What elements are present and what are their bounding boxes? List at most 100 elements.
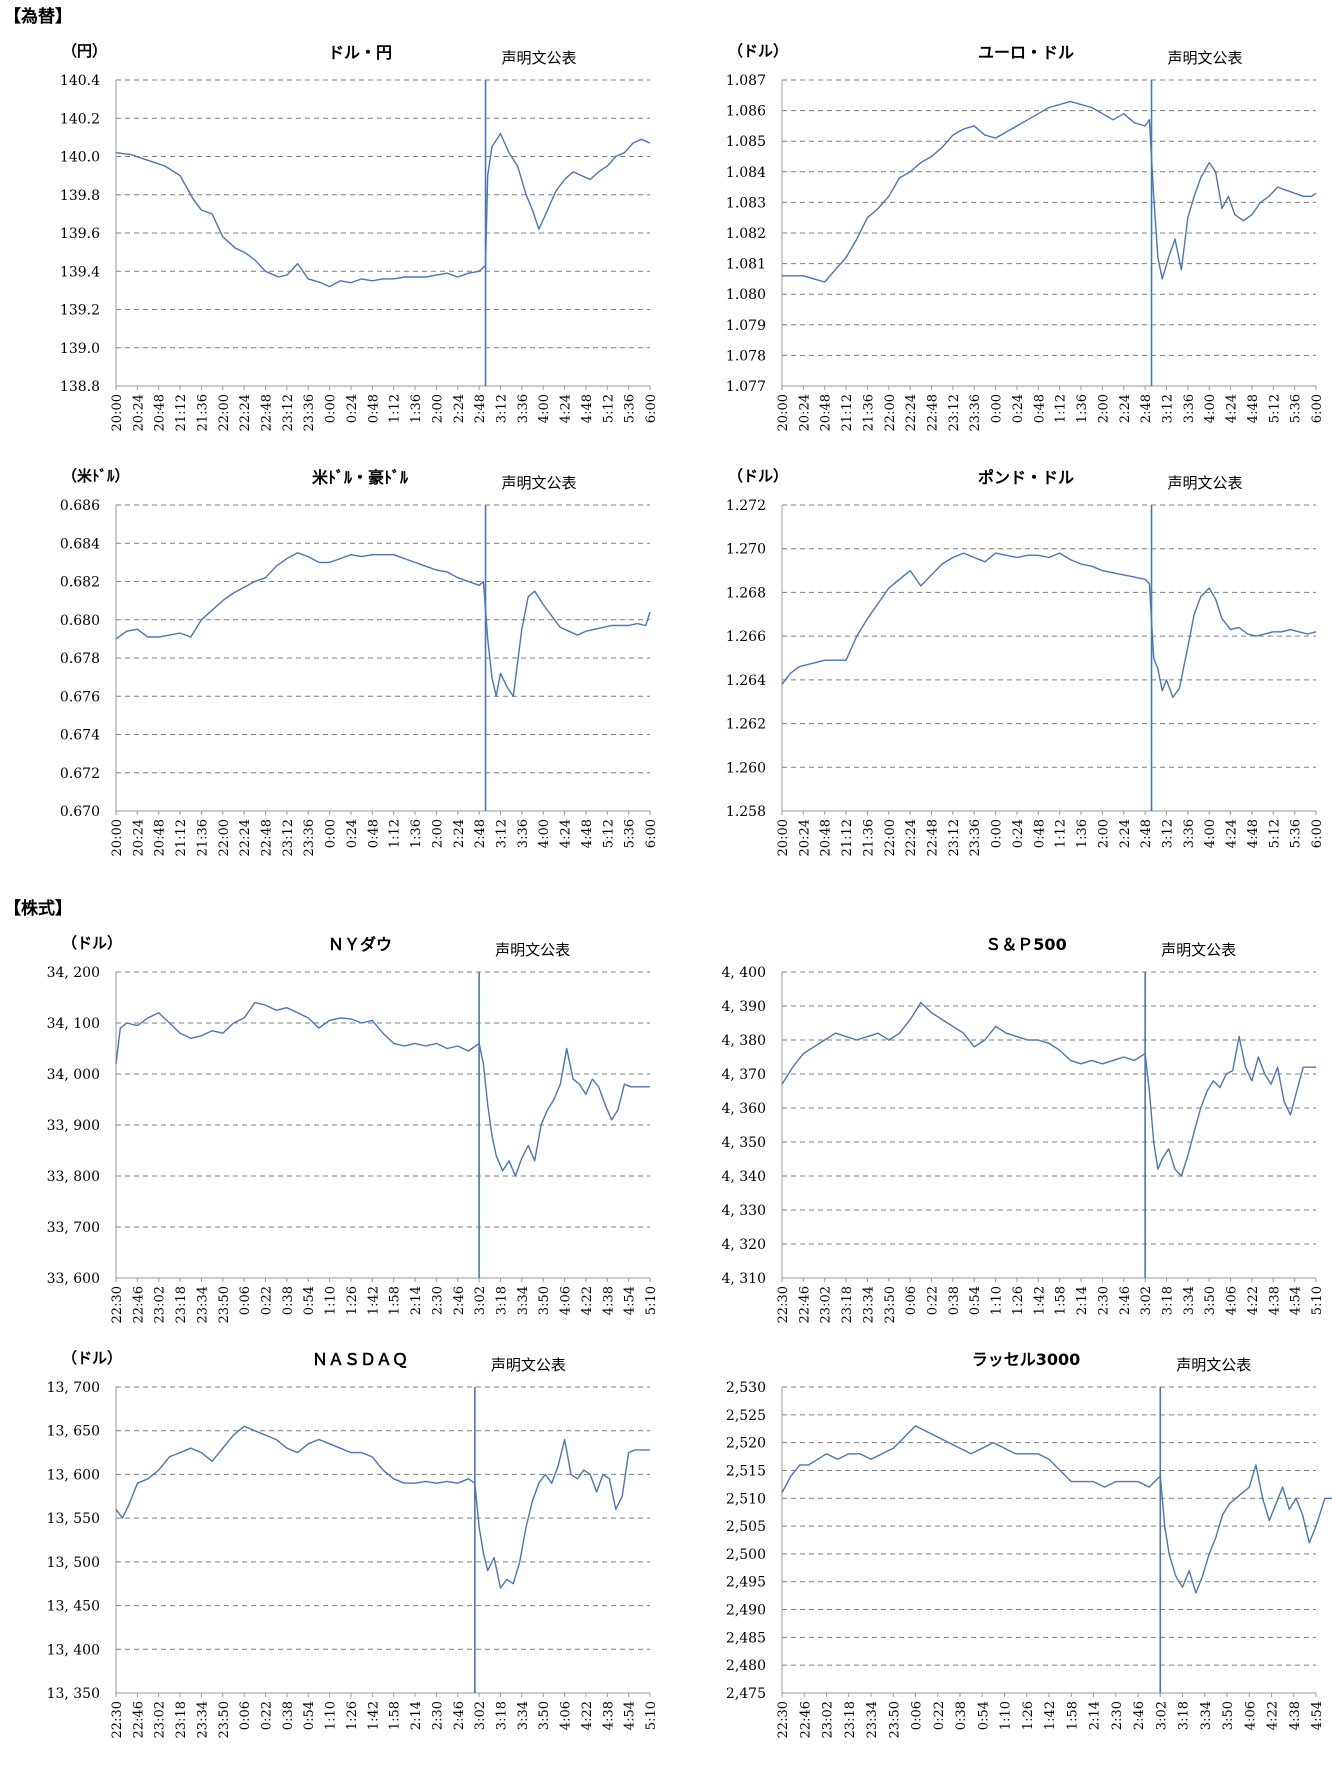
x-tick-label: 0:24	[345, 394, 360, 423]
x-tick-label: 3:02	[1139, 1286, 1154, 1315]
x-tick-label: 1:42	[1043, 1701, 1058, 1730]
x-tick-label: 22:46	[131, 1286, 146, 1323]
announcement-label: 声明文公表	[495, 941, 570, 959]
y-tick-label: 1.086	[726, 104, 766, 120]
x-tick-label: 2:24	[452, 394, 467, 423]
y-tick-label: 2,510	[726, 1491, 766, 1507]
y-tick-label: 13, 650	[47, 1424, 100, 1440]
x-tick-label: 2:24	[1118, 819, 1133, 848]
x-tick-label: 21:12	[840, 394, 855, 431]
x-tick-label: 0:22	[260, 1701, 275, 1730]
x-tick-label: 0:22	[926, 1286, 941, 1315]
x-tick-label: 0:06	[238, 1286, 253, 1315]
x-tick-label: 22:24	[904, 819, 919, 856]
y-tick-label: 33, 700	[47, 1220, 100, 1236]
x-tick-label: 22:46	[797, 1286, 812, 1323]
x-tick-label: 4:24	[1225, 394, 1240, 423]
x-tick-label: 3:18	[494, 1286, 509, 1315]
x-tick-label: 1:26	[1021, 1701, 1036, 1730]
chart-nasdaq: ＮＡＳＤＡＱ （ドル） 声明文公表 13, 350 13, 400 13, 450 13, …	[0, 1335, 666, 1775]
x-tick-label: 22:24	[238, 394, 253, 431]
x-tick-label: 5:36	[623, 394, 638, 423]
x-tick-label: 1:12	[388, 819, 403, 848]
y-tick-label: 1.080	[726, 287, 766, 303]
x-tick-label: 0:06	[238, 1701, 253, 1730]
y-tick-label: 33, 800	[47, 1169, 100, 1185]
chart-eur-usd: ユーロ・ドル （ドル） 声明文公表 1.077 1.078 1.079 1.080 1.081…	[666, 28, 1332, 468]
x-tick-label: 5:12	[1267, 819, 1282, 848]
y-tick-label: 4, 350	[721, 1135, 766, 1151]
x-tick-label: 4:00	[1203, 394, 1218, 423]
x-tick-label: 4:06	[1243, 1701, 1258, 1730]
x-tick-label: 4:22	[1246, 1286, 1261, 1315]
x-tick-label: 0:00	[990, 394, 1005, 423]
x-tick-label: 5:10	[1310, 1286, 1325, 1315]
x-tick-label: 2:48	[1139, 394, 1154, 423]
x-tick-label: 21:36	[195, 394, 210, 431]
x-tick-label: 4:38	[601, 1286, 616, 1315]
x-tick-label: 3:34	[1199, 1701, 1214, 1730]
x-tick-label: 4:38	[601, 1701, 616, 1730]
x-tick-label: 20:48	[153, 819, 168, 856]
y-tick-label: 4, 340	[721, 1169, 766, 1185]
x-tick-label: 23:36	[302, 819, 317, 856]
y-tick-label: 13, 450	[47, 1599, 100, 1615]
x-tick-label: 23:50	[217, 1701, 232, 1738]
x-tick-label: 2:00	[1096, 819, 1111, 848]
x-tick-label: 20:48	[819, 394, 834, 431]
x-tick-label: 0:00	[324, 394, 339, 423]
x-tick-label: 0:22	[260, 1286, 275, 1315]
x-tick-label: 0:54	[302, 1286, 317, 1315]
x-tick-label: 2:48	[1139, 819, 1154, 848]
series-line	[115, 1001, 650, 1177]
x-tick-label: 3:36	[516, 394, 531, 423]
x-tick-label: 4:54	[623, 1701, 638, 1730]
x-tick-label: 3:18	[1177, 1701, 1192, 1730]
y-tick-label: 13, 500	[47, 1555, 100, 1571]
y-tick-label: 4, 380	[721, 1033, 766, 1049]
x-tick-label: 5:36	[1289, 394, 1304, 423]
x-tick-label: 23:34	[861, 1286, 876, 1323]
y-tick-label: 4, 370	[721, 1067, 766, 1083]
x-tick-label: 0:38	[281, 1286, 296, 1315]
x-tick-label: 4:22	[1266, 1701, 1281, 1730]
x-tick-label: 2:14	[409, 1701, 424, 1730]
x-tick-label: 5:36	[1289, 819, 1304, 848]
x-tick-label: 5:10	[644, 1286, 659, 1315]
x-tick-label: 1:42	[1032, 1286, 1047, 1315]
x-tick-label: 1:12	[1054, 819, 1069, 848]
x-tick-label: 4:48	[580, 819, 595, 848]
series-line	[115, 132, 651, 288]
x-tick-label: 20:24	[131, 819, 146, 856]
x-tick-label: 0:24	[1011, 819, 1026, 848]
y-tick-label: 139.4	[60, 264, 100, 280]
x-tick-label: 1:42	[366, 1286, 381, 1315]
x-tick-label: 22:48	[926, 394, 941, 431]
y-tick-label: 1.084	[726, 165, 766, 181]
series-line	[781, 1001, 1316, 1177]
x-tick-label: 3:34	[1182, 1286, 1197, 1315]
y-tick-label: 140.0	[60, 150, 100, 166]
y-axis-unit: （ドル）	[728, 42, 788, 60]
x-tick-label: 2:00	[1096, 394, 1111, 423]
x-tick-label: 4:48	[1246, 819, 1261, 848]
x-tick-label: 0:54	[976, 1701, 991, 1730]
x-tick-label: 0:24	[1011, 394, 1026, 423]
chart-title: ポンド・ドル	[978, 468, 1074, 487]
x-tick-label: 2:46	[1118, 1286, 1133, 1315]
x-tick-label: 23:34	[195, 1701, 210, 1738]
x-tick-label: 23:18	[840, 1286, 855, 1323]
x-tick-label: 6:00	[1310, 394, 1325, 423]
x-tick-label: 3:36	[516, 819, 531, 848]
x-tick-label: 20:24	[797, 394, 812, 431]
x-tick-label: 0:48	[366, 819, 381, 848]
announcement-label: 声明文公表	[1168, 49, 1243, 67]
chart-svg: ラッセル3000 声明文公表 2,475 2,480 2,485 2,490 2,495 2,…	[726, 1350, 1332, 1738]
x-tick-label: 4:00	[1203, 819, 1218, 848]
y-tick-label: 2,475	[726, 1686, 766, 1702]
y-tick-label: 1.260	[726, 760, 766, 776]
y-tick-label: 1.079	[726, 318, 766, 334]
y-tick-label: 1.083	[726, 195, 766, 211]
y-tick-label: 4, 320	[721, 1237, 766, 1253]
y-tick-label: 33, 600	[47, 1271, 100, 1287]
